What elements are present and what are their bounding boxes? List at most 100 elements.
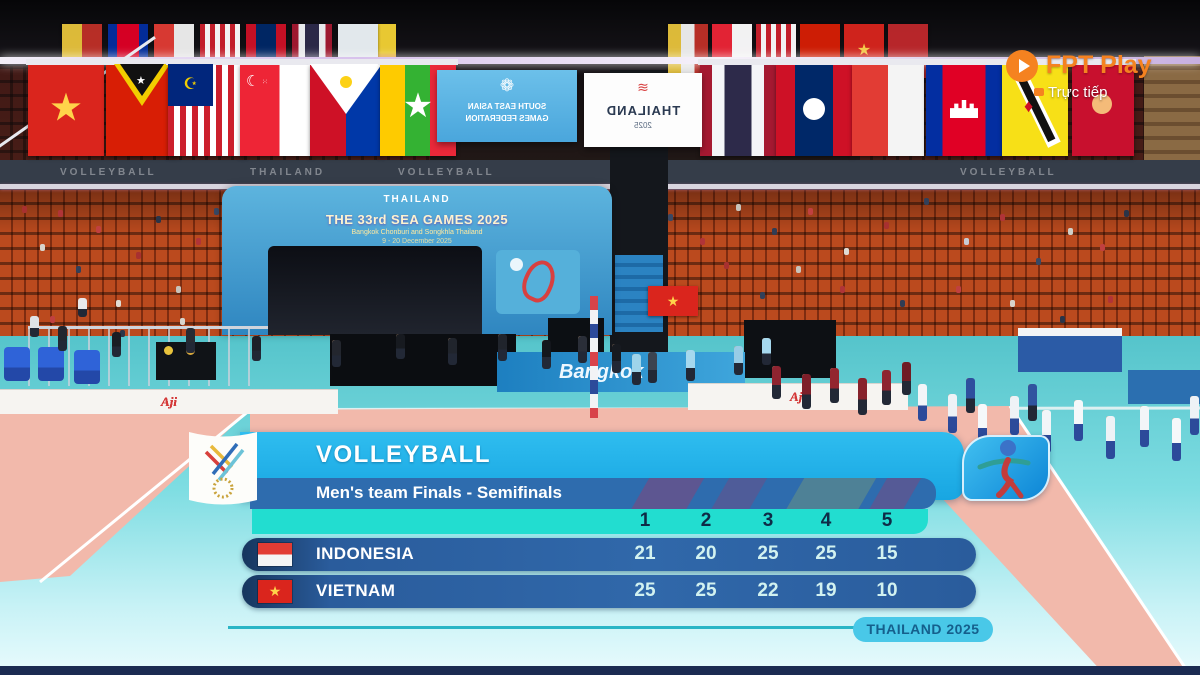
player-white-figure (1140, 406, 1150, 452)
wall-text: VOLLEYBALL (60, 167, 157, 178)
player-blue-figure (966, 378, 976, 418)
volleyball-pictogram-box (962, 435, 1050, 501)
ad-board-left: Aji Aji Aji Aji Aji Aji Aji (0, 389, 338, 414)
officials-table (330, 334, 516, 386)
player-white-figure (1010, 396, 1020, 440)
sea-games-badge (189, 432, 257, 505)
net-post (590, 296, 598, 418)
official-figure (252, 336, 262, 366)
flag-cambodia (924, 59, 1004, 156)
set-score: 19 (815, 580, 837, 601)
player-white-figure (1190, 396, 1200, 440)
wall-text: THAILAND (250, 167, 326, 178)
flag-partial-right (1070, 59, 1136, 156)
thailand-banner-text: THAILAND (605, 103, 681, 118)
staff-figure (30, 316, 40, 342)
brunei-crest: ♦ (1024, 96, 1034, 116)
flag-thailand (698, 59, 778, 156)
set-header-5: 5 (881, 510, 893, 531)
staff-red-figure (830, 368, 840, 408)
team-row-vietnam: ★ VIETNAM 25 25 22 19 10 (242, 575, 976, 608)
flag-timor-leste: ★ (104, 59, 180, 156)
timor-black-triangle (120, 64, 164, 96)
volleyball-player-icon (977, 440, 1031, 499)
set-score: 25 (757, 543, 779, 564)
scoreboard-subtitle-bar: Men's team Finals - Semifinals (250, 478, 936, 509)
entrance-arch: THAILAND THE 33rd SEA GAMES 2025 Bangkok… (222, 186, 612, 335)
chair (74, 350, 100, 384)
ad-logo: Aji (161, 394, 177, 409)
player-white-figure (1172, 418, 1182, 466)
ad-logo: Aji (790, 389, 806, 404)
official-figure (498, 334, 508, 366)
ad-board-right: Aji Aji Aji Aji (688, 383, 908, 410)
team-row-indonesia: INDONESIA 21 20 25 25 15 (242, 538, 976, 571)
arch-mural (496, 250, 580, 314)
set-score: 20 (695, 543, 717, 564)
flag-indonesia (850, 59, 926, 156)
subtitle-stripe (707, 478, 771, 509)
staff-figure (78, 298, 88, 322)
player-blue-figure (1028, 384, 1038, 426)
staff-red-figure (772, 366, 782, 404)
set-header-3: 3 (762, 510, 774, 531)
seagf-logo: ❁ (499, 76, 515, 95)
subtitle-stripe (865, 478, 925, 509)
mural-ball (510, 258, 523, 271)
ad-logo: Aji (161, 394, 177, 409)
official-figure (112, 332, 122, 362)
set-number-header: 1 2 3 4 5 (252, 509, 928, 534)
vietnam-star: ★ (50, 89, 82, 127)
ad-logo: Aji (790, 389, 806, 404)
sport-title: VOLLEYBALL (316, 441, 491, 468)
official-figure (58, 326, 68, 356)
myanmar-star: ★ (402, 87, 434, 125)
set-score: 25 (815, 543, 837, 564)
official-figure (578, 336, 588, 368)
set-score: 21 (634, 543, 656, 564)
subtitle-stripe (782, 478, 880, 509)
philippines-sun (340, 76, 352, 88)
player-white-figure (978, 404, 988, 450)
ad-logo: Aji (161, 394, 177, 409)
malaysia-canton: ☪ (168, 64, 213, 106)
official-figure (448, 338, 458, 370)
mural-player-swirl (516, 255, 562, 307)
philippines-triangle (310, 64, 382, 114)
arch-title: THE 33rd SEA GAMES 2025 (325, 212, 509, 227)
vietnam-fan-flag: ★ (648, 286, 698, 316)
line-judge-figure (762, 338, 772, 370)
official-figure (332, 340, 342, 372)
staff-red-figure (858, 378, 868, 420)
line-judge-figure (686, 350, 696, 386)
laos-circle (803, 98, 825, 120)
set-score: 22 (757, 580, 779, 601)
timor-star: ★ (136, 75, 146, 87)
thailand-banner-year: 2025 (634, 121, 652, 130)
yellow-pennant (378, 24, 396, 66)
player-white-figure (1042, 410, 1052, 458)
equipment-case (744, 320, 836, 378)
flag-vietnam: ★ (26, 59, 106, 156)
spectators (0, 0, 5, 7)
set-score: 25 (634, 580, 656, 601)
official-figure (396, 334, 406, 364)
ad-logo: Aji (790, 389, 806, 404)
broadcaster-watermark: FPT Play Trực tiếp (1002, 48, 1192, 104)
ad-logo: Aji (161, 394, 177, 409)
line-judge-figure (632, 354, 642, 390)
barrier-fence (28, 326, 268, 386)
official-figure (186, 328, 196, 358)
staff-red-figure (902, 362, 912, 400)
chair (38, 347, 64, 381)
indonesia-flag-icon (258, 543, 292, 566)
staff-red-figure (802, 374, 812, 414)
chair (4, 347, 30, 381)
team-name: INDONESIA (316, 544, 415, 563)
flag-emblem (1092, 94, 1112, 114)
set-header-4: 4 (820, 510, 832, 531)
wall-text: VOLLEYBALL (960, 167, 1057, 178)
cambodia-angkor (950, 100, 978, 118)
set-score: 15 (876, 543, 898, 564)
ad-logo: Aji (161, 394, 177, 409)
